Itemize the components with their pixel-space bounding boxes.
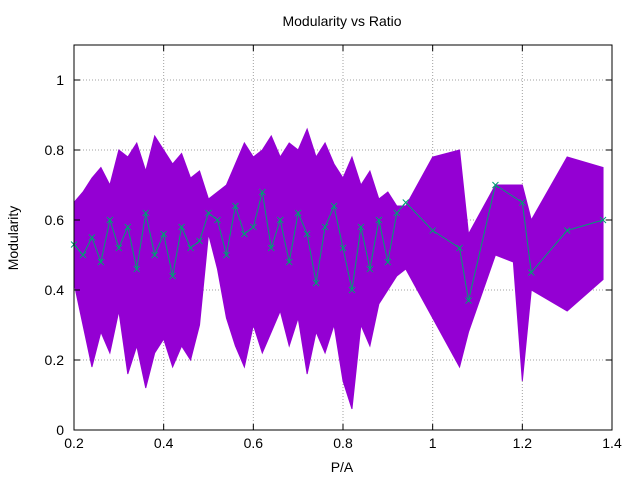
data-point <box>97 258 105 266</box>
data-point <box>375 216 383 224</box>
data-point <box>214 216 221 224</box>
data-point <box>348 286 356 294</box>
data-point <box>357 223 365 231</box>
band-series <box>73 127 604 410</box>
data-point <box>205 209 212 217</box>
y-tick-label: 1 <box>56 72 64 88</box>
data-point <box>223 251 230 259</box>
data-point <box>115 244 123 252</box>
data-point <box>79 251 87 259</box>
data-point <box>285 258 293 266</box>
data-point <box>465 297 472 304</box>
data-point <box>402 199 410 206</box>
data-point <box>527 269 535 276</box>
data-point <box>106 216 114 224</box>
data-point <box>492 181 499 189</box>
x-tick-label: 1 <box>429 435 437 451</box>
x-axis-label: P/A <box>331 459 354 475</box>
ticks: 0.2 0.4 0.6 0.8 1 1.2 1.400.20.40.60.81 <box>45 45 622 451</box>
data-point <box>241 230 248 238</box>
data-point <box>599 216 607 224</box>
data-point <box>303 230 311 238</box>
data-point <box>429 227 437 234</box>
data-point <box>366 265 374 273</box>
y-axis-label: Modularity <box>5 206 21 271</box>
data-point <box>330 202 338 210</box>
data-point <box>267 244 275 252</box>
data-point <box>124 223 132 231</box>
data-point <box>151 251 159 259</box>
data-point <box>276 216 284 224</box>
data-point <box>160 230 168 238</box>
data-point <box>232 202 239 210</box>
x-tick-label: 0.2 <box>64 435 84 451</box>
data-point <box>339 244 347 252</box>
y-tick-label: 0.8 <box>45 142 65 158</box>
data-point <box>456 244 463 252</box>
y-tick-label: 0.4 <box>45 282 65 298</box>
data-point <box>187 244 194 252</box>
chart-title: Modularity vs Ratio <box>282 13 401 29</box>
mean-line <box>73 184 604 301</box>
data-point <box>312 279 320 287</box>
data-point <box>249 223 257 231</box>
y-tick-label: 0 <box>56 422 64 438</box>
data-point <box>178 223 185 231</box>
x-tick-label: 1.2 <box>513 435 533 451</box>
data-point <box>294 209 302 217</box>
y-tick-label: 0.2 <box>45 352 65 368</box>
data-point <box>393 209 401 217</box>
range-band <box>73 127 604 410</box>
data-point <box>133 265 141 273</box>
data-point <box>169 272 176 280</box>
x-tick-label: 0.8 <box>333 435 353 451</box>
data-point <box>196 237 203 245</box>
data-point <box>88 234 96 241</box>
data-point <box>142 209 150 217</box>
line-series <box>70 181 607 304</box>
x-tick-label: 0.4 <box>154 435 174 451</box>
data-point <box>258 188 266 196</box>
data-point <box>518 199 526 206</box>
data-point <box>384 258 392 266</box>
data-point <box>321 223 329 231</box>
data-point <box>563 227 571 234</box>
x-tick-label: 1.4 <box>602 435 622 451</box>
y-tick-label: 0.6 <box>45 212 65 228</box>
x-tick-label: 0.6 <box>244 435 264 451</box>
